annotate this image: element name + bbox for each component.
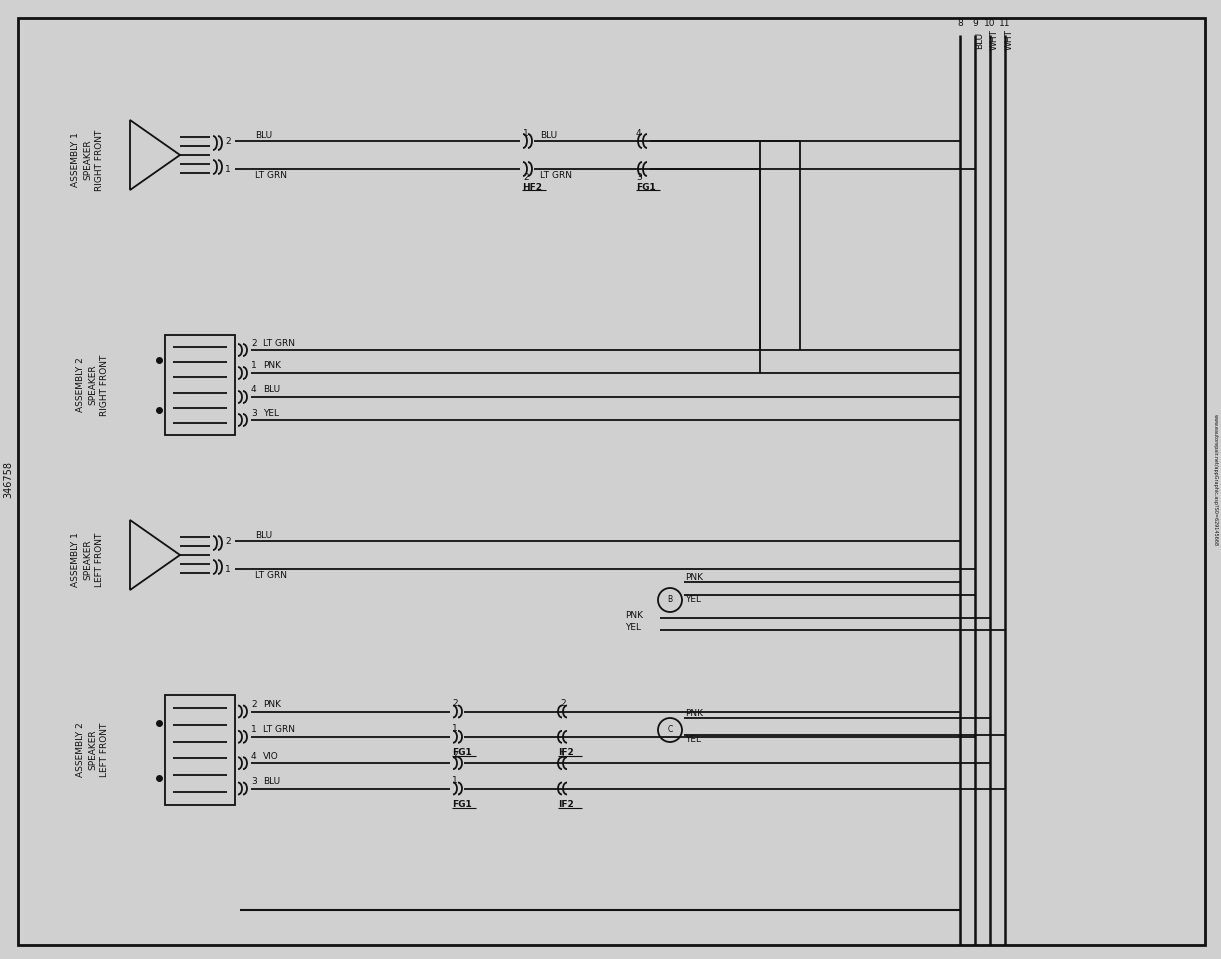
Text: LT GRN: LT GRN: [540, 171, 571, 179]
Text: 1: 1: [560, 751, 565, 760]
Text: 346758: 346758: [2, 461, 13, 499]
Text: YEL: YEL: [685, 736, 701, 744]
Text: 8: 8: [957, 19, 963, 28]
Text: 10: 10: [984, 19, 996, 28]
Text: IF2: IF2: [558, 748, 574, 758]
Text: YEL: YEL: [625, 623, 641, 633]
Text: LT GRN: LT GRN: [263, 339, 295, 347]
Text: 1: 1: [523, 129, 529, 137]
Text: BLU: BLU: [976, 32, 984, 49]
Text: LT GRN: LT GRN: [263, 725, 295, 735]
Text: 3: 3: [252, 409, 256, 417]
Text: PNK: PNK: [263, 700, 281, 709]
Text: FG1: FG1: [636, 182, 656, 192]
Text: 1: 1: [225, 165, 231, 174]
Text: 1: 1: [252, 725, 256, 735]
Text: ASSEMBLY 1: ASSEMBLY 1: [72, 132, 81, 187]
Text: ASSEMBLY 2: ASSEMBLY 2: [77, 358, 85, 412]
Text: 2: 2: [523, 173, 529, 181]
Text: BLU: BLU: [255, 530, 272, 540]
Text: SPEAKER: SPEAKER: [83, 140, 93, 180]
Text: IF2: IF2: [558, 800, 574, 809]
Text: LT GRN: LT GRN: [255, 171, 287, 179]
Text: 2: 2: [252, 700, 256, 709]
Text: 2: 2: [452, 751, 458, 760]
Text: C: C: [668, 726, 673, 735]
Text: WHT: WHT: [1005, 30, 1013, 51]
Text: 11: 11: [999, 19, 1011, 28]
Text: 1: 1: [452, 776, 458, 785]
Text: ASSEMBLY 1: ASSEMBLY 1: [72, 532, 81, 588]
Text: BLU: BLU: [263, 386, 280, 394]
Text: 9: 9: [972, 19, 978, 28]
Text: 3: 3: [636, 173, 642, 181]
Text: SPEAKER: SPEAKER: [88, 364, 98, 406]
Text: RIGHT FRONT: RIGHT FRONT: [100, 354, 110, 415]
Text: PNK: PNK: [625, 611, 643, 620]
Text: 2: 2: [225, 536, 231, 546]
Text: PNK: PNK: [685, 709, 703, 717]
Text: PNK: PNK: [685, 573, 703, 581]
Text: 2: 2: [225, 136, 231, 146]
Text: SPEAKER: SPEAKER: [88, 730, 98, 770]
Text: YEL: YEL: [685, 596, 701, 604]
Text: PNK: PNK: [263, 362, 281, 370]
Text: LEFT FRONT: LEFT FRONT: [95, 533, 105, 587]
Text: 2: 2: [560, 699, 565, 708]
Text: 1: 1: [225, 565, 231, 573]
Text: 1: 1: [452, 724, 458, 734]
Text: 4: 4: [252, 386, 256, 394]
Text: BLU: BLU: [255, 130, 272, 139]
Text: FG1: FG1: [452, 748, 471, 758]
Text: 1: 1: [252, 362, 256, 370]
Text: RIGHT FRONT: RIGHT FRONT: [95, 129, 105, 191]
Text: HF2: HF2: [523, 182, 542, 192]
Bar: [165, 335, 234, 435]
Bar: [165, 695, 234, 805]
Text: LT GRN: LT GRN: [255, 571, 287, 579]
Text: YEL: YEL: [263, 409, 280, 417]
Text: SPEAKER: SPEAKER: [83, 540, 93, 580]
Text: 4: 4: [252, 752, 256, 760]
Text: www.eautorepair.net/appGraphic.asp?S0=629145668: www.eautorepair.net/appGraphic.asp?S0=62…: [1212, 414, 1217, 546]
Text: B: B: [668, 596, 673, 604]
Text: FG1: FG1: [452, 800, 471, 809]
Text: 2: 2: [252, 339, 256, 347]
Text: 4: 4: [636, 129, 641, 137]
Text: BLU: BLU: [540, 130, 557, 139]
Text: BLU: BLU: [263, 777, 280, 786]
Text: 3: 3: [252, 777, 256, 786]
Text: 2: 2: [452, 699, 458, 708]
Text: LEFT FRONT: LEFT FRONT: [100, 723, 110, 777]
Text: ASSEMBLY 2: ASSEMBLY 2: [77, 723, 85, 778]
Text: VIO: VIO: [263, 752, 278, 760]
Text: WHT: WHT: [990, 30, 999, 51]
